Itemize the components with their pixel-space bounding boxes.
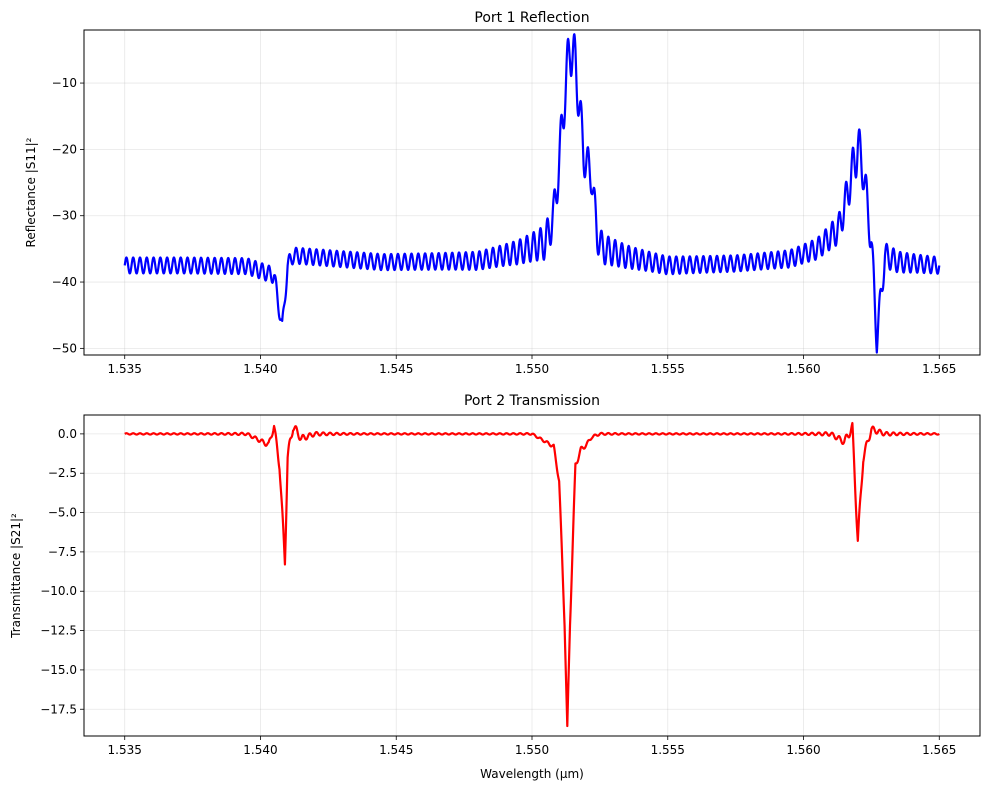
y-tick-label: −2.5 bbox=[48, 466, 77, 480]
y-tick-label: −20 bbox=[52, 142, 77, 156]
transmission-x-axis-label: Wavelength (µm) bbox=[480, 767, 584, 781]
y-tick-label: 0.0 bbox=[58, 427, 77, 441]
transmission-series bbox=[123, 421, 941, 728]
x-tick-label: 1.560 bbox=[786, 362, 820, 376]
transmittance-line bbox=[123, 421, 941, 728]
y-tick-label: −17.5 bbox=[40, 702, 77, 716]
x-tick-label: 1.535 bbox=[108, 743, 142, 757]
reflection-panel: 1.535 1.540 1.545 1.550 1.555 1.560 1.565 −50−… bbox=[24, 10, 981, 376]
x-tick-label: 1.565 bbox=[922, 362, 956, 376]
x-tick-label: 1.555 bbox=[651, 743, 685, 757]
y-tick-label: −15.0 bbox=[40, 663, 77, 677]
transmission-x-ticks: 1.535 1.540 1.545 1.550 1.555 1.560 1.565 bbox=[108, 736, 956, 757]
x-tick-label: 1.550 bbox=[515, 362, 549, 376]
x-tick-label: 1.535 bbox=[108, 362, 142, 376]
x-tick-label: 1.565 bbox=[922, 743, 956, 757]
x-tick-label: 1.545 bbox=[379, 743, 413, 757]
y-tick-label: −10 bbox=[52, 76, 77, 90]
x-tick-label: 1.560 bbox=[786, 743, 820, 757]
y-tick-label: −40 bbox=[52, 275, 77, 289]
reflection-y-ticks: −50 −40 −30 −20 −10 bbox=[52, 76, 84, 355]
reflectance-line bbox=[123, 33, 941, 354]
x-tick-label: 1.540 bbox=[243, 743, 277, 757]
reflection-series bbox=[123, 33, 941, 354]
x-tick-label: 1.555 bbox=[651, 362, 685, 376]
y-tick-label: −50 bbox=[52, 341, 77, 355]
reflection-title: Port 1 Reflection bbox=[474, 10, 589, 26]
y-tick-label: −12.5 bbox=[40, 624, 77, 638]
y-tick-label: −30 bbox=[52, 209, 77, 223]
y-tick-label: −5.0 bbox=[48, 506, 77, 520]
transmission-y-ticks: 0.0 −2.5 −5.0 −7.5 −10.0 −12.5 −15.0 −17.5 bbox=[40, 427, 84, 716]
transmission-panel: 1.535 1.540 1.545 1.550 1.555 1.560 1.565 0.0 −… bbox=[9, 393, 981, 781]
transmission-y-axis-label: Transmittance |S21|² bbox=[9, 513, 23, 639]
transmission-title: Port 2 Transmission bbox=[464, 393, 600, 409]
x-tick-label: 1.540 bbox=[243, 362, 277, 376]
x-tick-label: 1.545 bbox=[379, 362, 413, 376]
reflection-x-ticks: 1.535 1.540 1.545 1.550 1.555 1.560 1.565 bbox=[108, 355, 956, 376]
reflection-grid bbox=[84, 30, 980, 355]
y-tick-label: −7.5 bbox=[48, 545, 77, 559]
reflection-y-axis-label: Reflectance |S11|² bbox=[24, 137, 38, 247]
x-tick-label: 1.550 bbox=[515, 743, 549, 757]
y-tick-label: −10.0 bbox=[40, 584, 77, 598]
